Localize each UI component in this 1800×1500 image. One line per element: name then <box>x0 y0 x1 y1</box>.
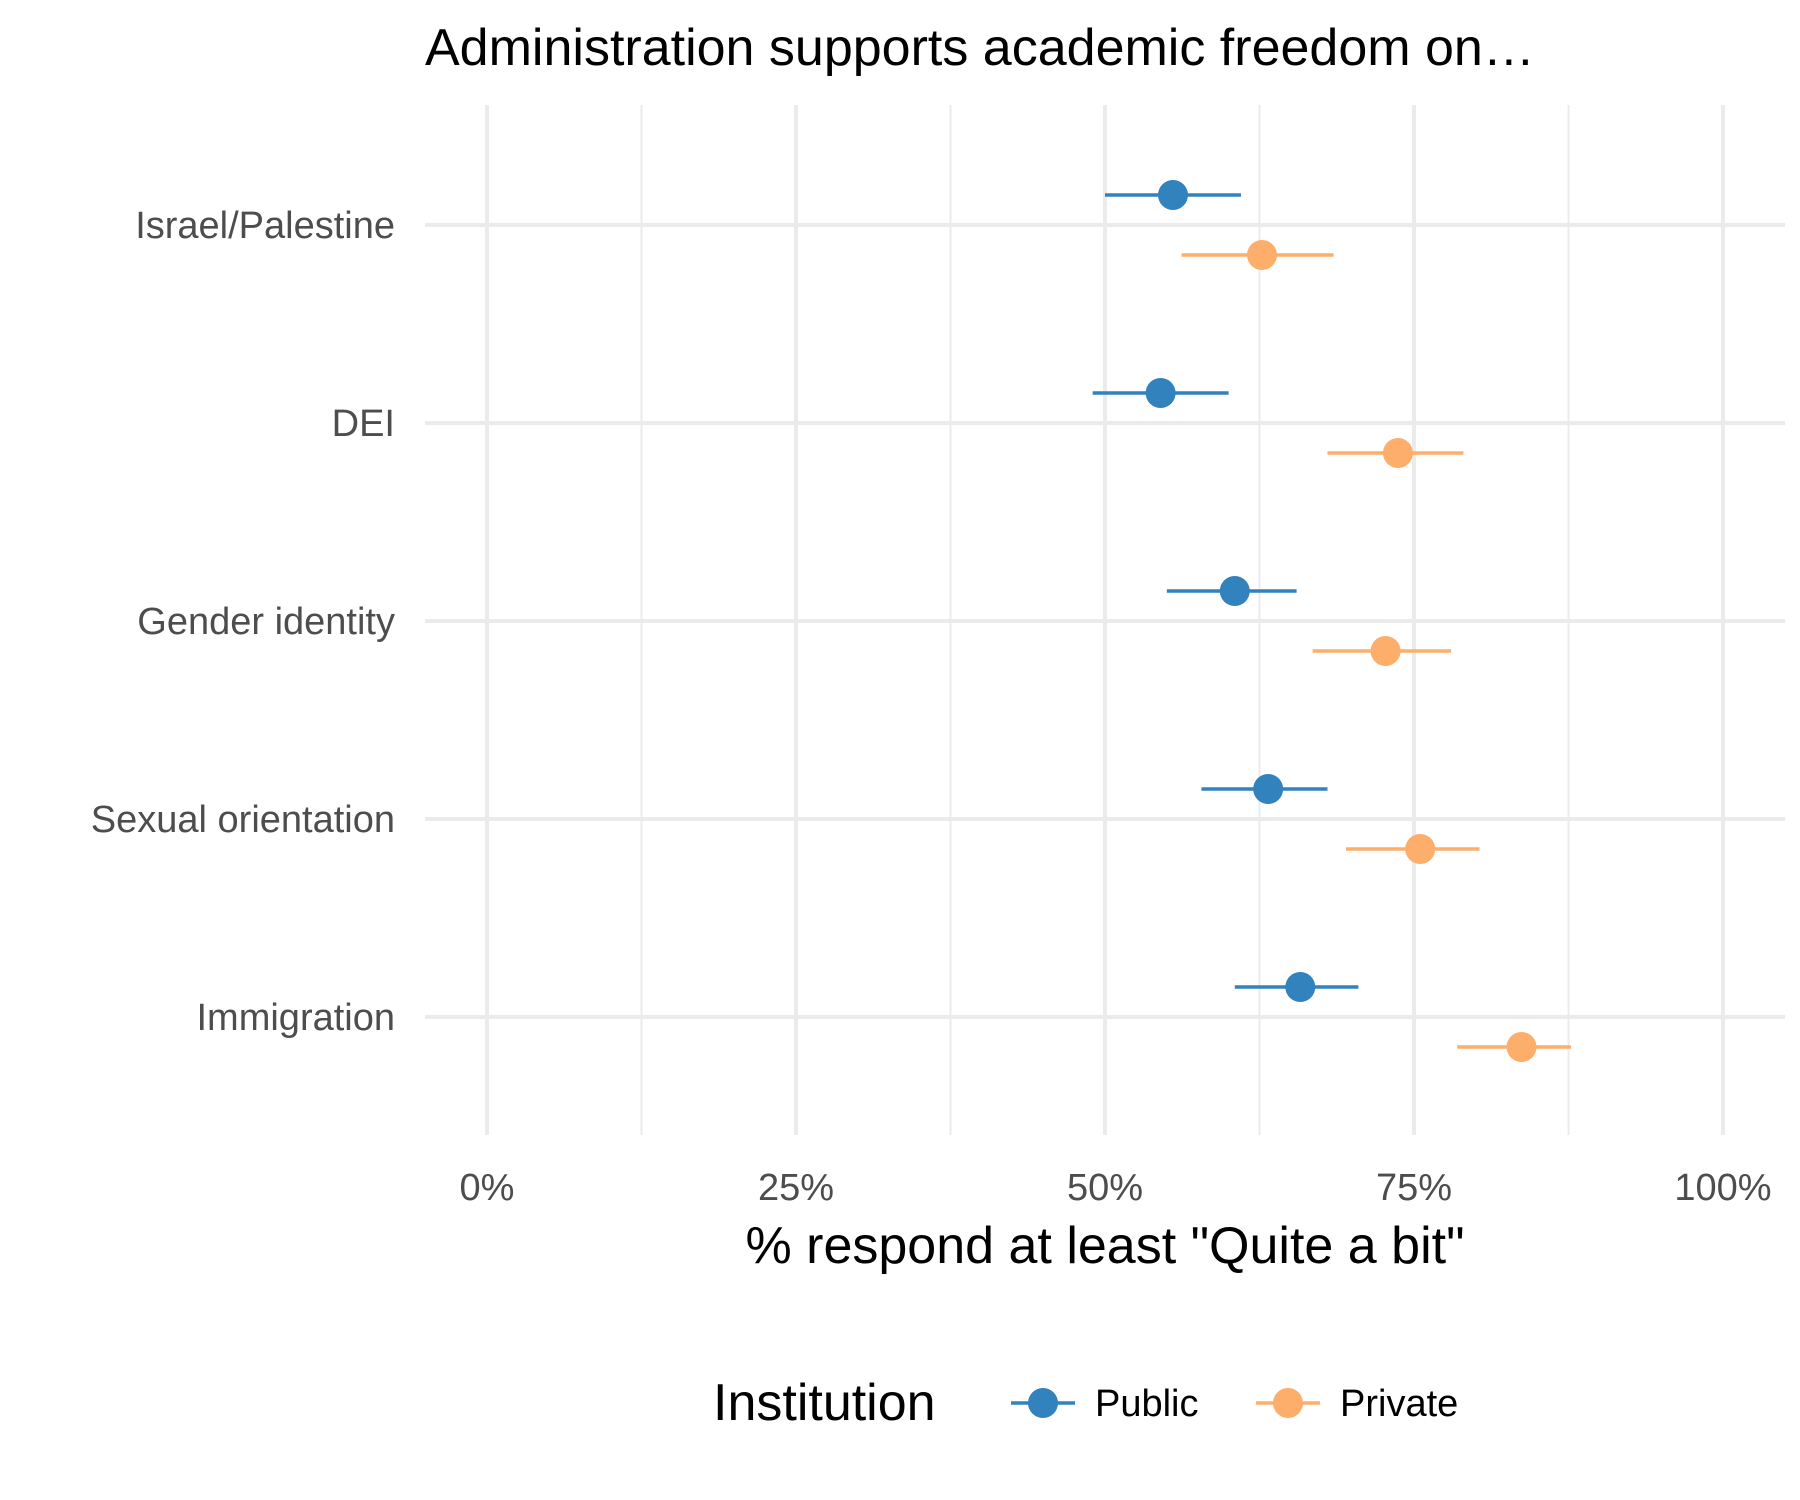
point-private <box>1405 834 1436 864</box>
point-private <box>1382 438 1413 468</box>
legend-title: Institution <box>713 1374 936 1432</box>
x-tick-label: 75% <box>1376 1167 1452 1209</box>
point-public <box>1285 972 1316 1002</box>
x-axis-labels: 0% 25% 50% 75% 100% <box>460 1167 1772 1209</box>
point-public <box>1145 378 1176 408</box>
legend-key-point-private <box>1273 1388 1303 1418</box>
legend: Institution Public Private <box>713 1374 1458 1432</box>
legend-label-private: Private <box>1340 1383 1458 1425</box>
x-axis-title: % respond at least "Quite a bit" <box>745 1217 1464 1275</box>
point-private <box>1246 240 1277 270</box>
point-public <box>1219 576 1250 606</box>
point-public <box>1253 774 1284 804</box>
y-tick-label: Sexual orientation <box>91 799 395 841</box>
y-tick-label: Immigration <box>197 997 396 1039</box>
x-tick-label: 25% <box>758 1167 834 1209</box>
x-tick-label: 100% <box>1674 1167 1771 1209</box>
x-tick-label: 0% <box>460 1167 515 1209</box>
chart-title: Administration supports academic freedom… <box>425 19 1535 77</box>
data-marks <box>1092 180 1571 1062</box>
x-tick-label: 50% <box>1067 1167 1143 1209</box>
legend-label-public: Public <box>1095 1383 1199 1425</box>
y-tick-label: DEI <box>332 403 395 445</box>
legend-items: Public Private <box>1011 1383 1458 1425</box>
point-private <box>1370 636 1401 666</box>
y-tick-label: Israel/Palestine <box>135 205 395 247</box>
y-tick-label: Gender identity <box>137 601 395 643</box>
major-gridlines <box>425 105 1785 1135</box>
point-private <box>1506 1032 1537 1062</box>
y-axis-labels: Israel/Palestine DEI Gender identity Sexual… <box>91 205 395 1039</box>
point-public <box>1157 180 1188 210</box>
legend-key-point-public <box>1028 1388 1058 1418</box>
